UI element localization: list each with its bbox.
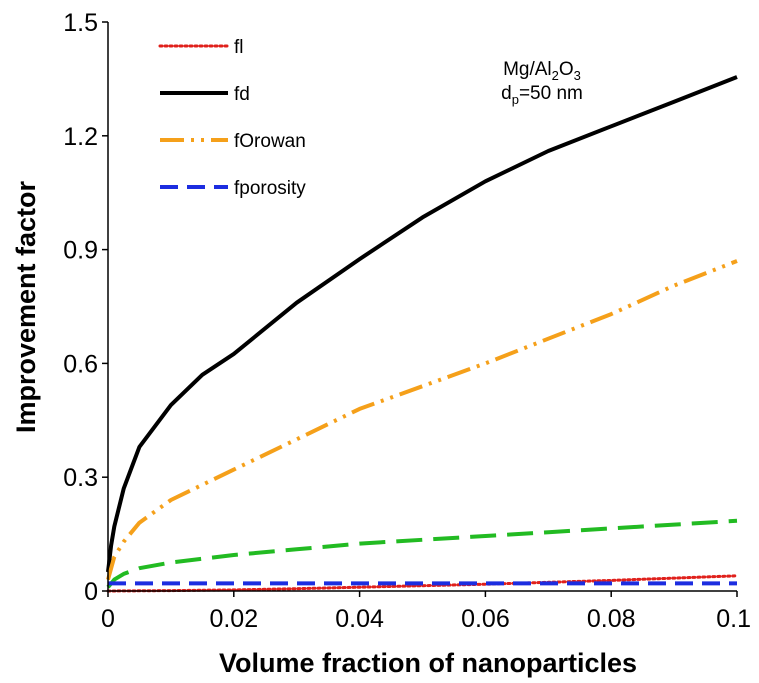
y-tick-label: 0.6 — [63, 350, 98, 378]
y-axis-title: Improvement factor — [11, 180, 41, 433]
annotation-particle-size: dp=50 nm — [501, 83, 583, 107]
x-axis-title: Volume fraction of nanoparticles — [219, 648, 637, 678]
x-tick-label: 0.06 — [461, 605, 510, 633]
x-tick-label: 0 — [101, 605, 115, 633]
y-tick-label: 1.5 — [63, 9, 98, 37]
y-tick-label: 0.3 — [63, 464, 98, 492]
y-tick-label: 1.2 — [63, 123, 98, 151]
x-tick-label: 0.04 — [335, 605, 384, 633]
series-line-fl — [106, 574, 739, 593]
x-tick-label: 0.02 — [209, 605, 258, 633]
series-line-fOrowan — [106, 259, 738, 581]
legend-label-fd: fd — [234, 84, 250, 105]
y-tick-label: 0 — [84, 578, 98, 606]
y-tick-label: 0.9 — [63, 237, 98, 265]
legend-label-fOrowan: fOrowan — [234, 131, 306, 152]
series-line-fd — [106, 75, 738, 573]
legend-label-fporosity: fporosity — [234, 178, 306, 199]
legend: fl fd fOrowan fporosity — [158, 37, 306, 199]
series-layer — [106, 75, 739, 593]
legend-label-fl: fl — [234, 37, 244, 58]
axes-layer: 0 0.3 0.6 0.9 1.2 1.5 0 0.02 0.04 0.06 0.08 0.1 — [63, 9, 751, 633]
series-line-unnamed-4 — [106, 518, 738, 589]
x-tick-label: 0.08 — [587, 605, 636, 633]
x-tick-label: 0.1 — [716, 605, 751, 633]
annotation-material: Mg/Al2O3 — [503, 59, 581, 83]
